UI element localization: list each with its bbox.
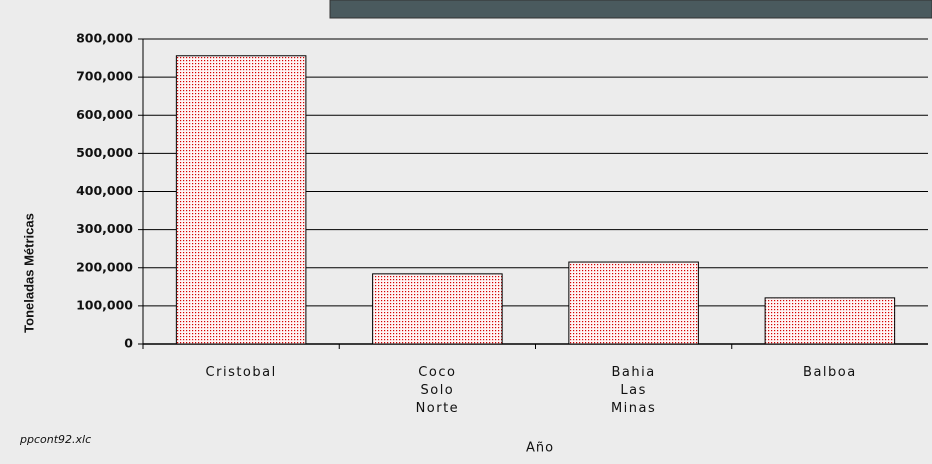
- y-axis-label: Toneladas Métricas: [21, 213, 36, 333]
- x-axis-label: Año: [526, 441, 554, 456]
- y-tick-label: 400,000: [76, 183, 133, 198]
- source-note: ppcont92.xlc: [19, 433, 91, 446]
- chart: Toneladas Métricas Año ppcont92.xlc 0 100…: [0, 0, 932, 464]
- bar: [176, 56, 306, 344]
- y-tick-label: 600,000: [76, 107, 133, 122]
- y-tick-label: 800,000: [76, 31, 133, 46]
- x-tick-label: Balboa: [803, 365, 857, 380]
- bar: [373, 274, 503, 344]
- panel: [0, 0, 932, 464]
- y-tick-label: 100,000: [76, 297, 133, 312]
- y-tick-label: 700,000: [76, 69, 133, 84]
- photo-strip: [330, 0, 932, 18]
- y-tick-label: 200,000: [76, 259, 133, 274]
- x-tick-label: Cristobal: [206, 365, 277, 380]
- y-tick-label: 500,000: [76, 145, 133, 160]
- bar: [765, 298, 895, 344]
- y-tick-label: 300,000: [76, 221, 133, 236]
- y-tick-label: 0: [124, 336, 133, 351]
- bar: [569, 262, 699, 344]
